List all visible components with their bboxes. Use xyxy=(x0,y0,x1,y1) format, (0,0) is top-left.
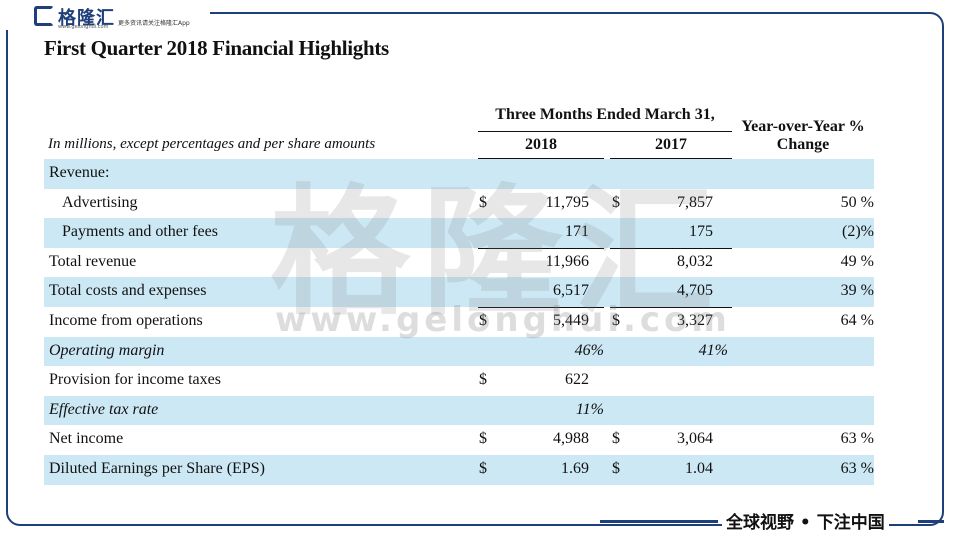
slide-frame xyxy=(6,12,944,526)
row-label: Income from operations xyxy=(49,311,203,329)
dollar-sign: $ xyxy=(612,193,620,211)
footer-slogan: 全球视野 • 下注中国 xyxy=(722,508,889,533)
value-2018: 11,795 xyxy=(545,193,589,211)
value-2018: 4,988 xyxy=(553,430,589,448)
value-2017: 41% xyxy=(698,341,728,359)
table-row: Revenue: xyxy=(44,159,874,189)
value-2017: 1.04 xyxy=(685,459,713,477)
table-row: Net income $ 4,988 $ 3,064 63 % xyxy=(44,425,874,455)
value-2017: 8,032 xyxy=(677,252,713,270)
row-label: Total costs and expenses xyxy=(49,282,207,300)
table-row: Diluted Earnings per Share (EPS) $ 1.69 … xyxy=(44,454,874,485)
header-rule xyxy=(478,131,732,132)
footer-rule xyxy=(918,520,944,523)
logo-text: 格隆汇 xyxy=(58,8,115,29)
value-2017: 175 xyxy=(689,223,713,241)
value-2018: 1.69 xyxy=(561,459,589,477)
dollar-sign: $ xyxy=(612,311,620,329)
dollar-sign: $ xyxy=(479,459,487,477)
row-label: Advertising xyxy=(62,193,138,211)
table-row: Income from operations $ 5,449 $ 3,327 6… xyxy=(44,307,874,337)
footer-rule xyxy=(600,520,718,523)
header-2017: 2017 xyxy=(655,136,687,153)
value-yoy: 64 % xyxy=(840,311,874,329)
value-2018: 11,966 xyxy=(545,252,589,270)
value-2018: 622 xyxy=(565,371,589,389)
header-yoy-line1: Year-over-Year % xyxy=(741,118,865,135)
dollar-sign: $ xyxy=(612,430,620,448)
table-row: Total costs and expenses 6,517 4,705 39 … xyxy=(44,277,874,307)
row-label: Provision for income taxes xyxy=(49,371,221,389)
subtotal-rule xyxy=(478,307,604,308)
value-2018: 11% xyxy=(575,400,604,418)
dollar-sign: $ xyxy=(479,371,487,389)
value-2017: 7,857 xyxy=(677,193,713,211)
value-yoy: 63 % xyxy=(840,430,874,448)
financial-table: Revenue: Advertising $ 11,795 $ 7,857 50… xyxy=(44,159,874,485)
header-yoy: Year-over-Year % Change xyxy=(736,118,870,154)
row-label: Payments and other fees xyxy=(62,223,218,241)
table-row: Operating margin 46% 41% xyxy=(44,336,874,367)
value-2017: 4,705 xyxy=(677,282,713,300)
row-label: Diluted Earnings per Share (EPS) xyxy=(49,459,265,477)
value-yoy: 39 % xyxy=(840,282,874,300)
table-row: Advertising $ 11,795 $ 7,857 50 % xyxy=(44,189,874,219)
row-label: Total revenue xyxy=(49,252,137,270)
row-label: Net income xyxy=(49,430,124,448)
subtotal-rule xyxy=(610,307,732,308)
value-2017: 3,327 xyxy=(677,311,713,329)
value-2017: 3,064 xyxy=(677,430,713,448)
logo-tagline: 更多资讯请关注格隆汇App xyxy=(118,20,190,27)
value-2018: 5,449 xyxy=(553,311,589,329)
subtotal-rule xyxy=(610,248,732,249)
value-yoy: 50 % xyxy=(840,193,874,211)
dollar-sign: $ xyxy=(612,459,620,477)
table-row: Total revenue 11,966 8,032 49 % xyxy=(44,248,874,278)
subtotal-rule xyxy=(478,248,604,249)
row-label: Revenue: xyxy=(49,164,110,181)
brand-logo: 格隆汇 www.gelonghui.com 更多资讯请关注格隆汇App xyxy=(0,0,210,30)
value-yoy: 49 % xyxy=(840,252,874,270)
header-rule-2017 xyxy=(610,158,732,159)
dollar-sign: $ xyxy=(479,311,487,329)
header-2018: 2018 xyxy=(525,136,557,153)
row-label: Operating margin xyxy=(49,341,165,359)
table-row: Provision for income taxes $ 622 xyxy=(44,366,874,396)
table-row: Payments and other fees 171 175 (2)% xyxy=(44,218,874,248)
header-rule-2018 xyxy=(478,158,604,159)
page-title: First Quarter 2018 Financial Highlights xyxy=(44,36,389,60)
value-2018: 171 xyxy=(565,223,589,241)
g-logo-icon xyxy=(34,6,54,26)
header-period: Three Months Ended March 31, xyxy=(495,106,715,123)
table-row: Effective tax rate 11% xyxy=(44,395,874,426)
value-yoy: (2)% xyxy=(842,223,874,241)
table-subtitle: In millions, except percentages and per … xyxy=(48,136,376,152)
value-2018: 46% xyxy=(574,341,604,359)
header-yoy-line2: Change xyxy=(776,136,830,153)
value-2018: 6,517 xyxy=(553,282,589,300)
logo-url: www.gelonghui.com xyxy=(58,24,109,30)
row-label: Effective tax rate xyxy=(49,400,159,418)
dollar-sign: $ xyxy=(479,193,487,211)
dollar-sign: $ xyxy=(479,430,487,448)
value-yoy: 63 % xyxy=(840,459,874,477)
